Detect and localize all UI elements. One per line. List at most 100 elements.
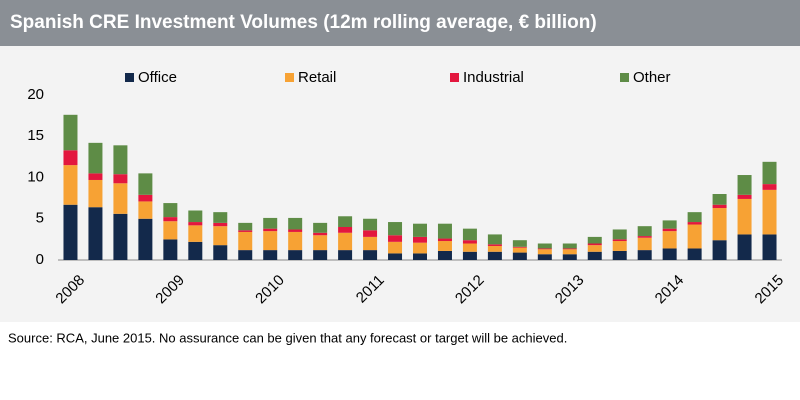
bar-segment — [113, 213, 128, 260]
bar-segment — [712, 204, 727, 209]
bar-segment — [288, 231, 303, 251]
bar-segment — [687, 222, 702, 225]
bar-segment — [413, 236, 427, 243]
bar-segment — [88, 142, 103, 174]
bar-segment — [562, 254, 577, 260]
bar-segment — [587, 245, 602, 252]
bar-segment — [138, 201, 153, 219]
bar-segment — [637, 236, 652, 238]
bar-segment — [413, 242, 427, 254]
bar-segment — [163, 217, 178, 222]
bar-segment — [363, 236, 378, 251]
bar-segment — [462, 243, 477, 252]
bar-segment — [263, 250, 278, 260]
bar-segment — [238, 230, 253, 232]
bar-segment — [687, 248, 702, 260]
bar-segment — [238, 250, 253, 260]
bar-segment — [662, 248, 677, 260]
bar-segment — [213, 226, 228, 246]
bar-segment — [612, 239, 627, 242]
bar-segment — [88, 207, 103, 260]
legend-swatch — [285, 73, 294, 82]
legend-swatch — [125, 73, 134, 82]
bar-segment — [437, 238, 452, 242]
y-tick-label: 15 — [27, 127, 44, 144]
bar-segment — [437, 241, 452, 251]
bar-segment — [562, 249, 577, 255]
bar-segment — [363, 218, 378, 231]
bar-segment — [313, 250, 328, 260]
bar-segment — [637, 250, 652, 260]
bar-segment — [612, 250, 627, 260]
bar-segment — [388, 235, 403, 242]
bar-segment — [338, 227, 353, 233]
bar-segment — [238, 231, 253, 251]
bar-segment — [762, 184, 777, 190]
bar-segment — [662, 231, 677, 249]
bar-segment — [737, 194, 752, 199]
bar-segment — [512, 247, 527, 253]
chart-title: Spanish CRE Investment Volumes (12m roll… — [10, 12, 597, 33]
bar-segment — [388, 241, 403, 254]
bar-segment — [288, 229, 303, 232]
bar-segment — [462, 228, 477, 241]
bar-segment — [288, 217, 303, 230]
bar-segment — [413, 253, 427, 260]
bar-segment — [413, 223, 427, 237]
bar-segment — [437, 223, 452, 239]
bar-segment — [213, 212, 228, 223]
y-tick-label: 10 — [27, 168, 44, 185]
bar-segment — [363, 230, 378, 237]
bar-segment — [462, 240, 477, 244]
bar-segment — [562, 248, 577, 250]
bar-segment — [687, 212, 702, 223]
bar-segment — [163, 203, 178, 218]
bar-segment — [462, 251, 477, 260]
bar-segment — [313, 222, 328, 233]
bar-segment — [612, 241, 627, 251]
bar-segment — [213, 245, 228, 260]
bar-segment — [737, 234, 752, 260]
bar-segment — [537, 254, 552, 260]
plot-background — [0, 46, 800, 322]
bar-segment — [487, 244, 502, 246]
bar-segment — [637, 226, 652, 237]
bar-segment — [512, 252, 527, 260]
bar-segment — [437, 250, 452, 260]
bar-segment — [188, 241, 203, 260]
y-tick-label: 0 — [36, 251, 44, 268]
bar-segment — [338, 250, 353, 260]
bar-segment — [63, 165, 78, 205]
bar-segment — [88, 179, 103, 208]
bar-segment — [88, 173, 103, 180]
bar-segment — [388, 253, 403, 260]
legend-swatch — [450, 73, 459, 82]
y-tick-label: 20 — [27, 86, 44, 103]
bar-segment — [263, 217, 278, 229]
bar-segment — [113, 183, 128, 214]
bar-segment — [163, 239, 178, 260]
bar-segment — [188, 222, 203, 226]
bar-segment — [712, 194, 727, 205]
bar-segment — [612, 229, 627, 240]
bar-segment — [587, 243, 602, 246]
bar-segment — [712, 208, 727, 241]
bar-segment — [238, 222, 253, 231]
title-bar — [0, 0, 800, 46]
bar-segment — [662, 228, 677, 232]
bar-segment — [263, 231, 278, 251]
bar-segment — [138, 218, 153, 260]
bar-segment — [562, 243, 577, 249]
bar-segment — [512, 246, 527, 248]
bar-segment — [712, 240, 727, 260]
bar-segment — [338, 216, 353, 227]
bar-segment — [662, 220, 677, 229]
legend-label: Other — [633, 69, 671, 86]
bar-segment — [487, 234, 502, 245]
bar-segment — [313, 232, 328, 236]
bar-segment — [587, 236, 602, 244]
bar-segment — [388, 222, 403, 236]
legend-label: Retail — [298, 69, 336, 86]
bar-segment — [188, 210, 203, 223]
